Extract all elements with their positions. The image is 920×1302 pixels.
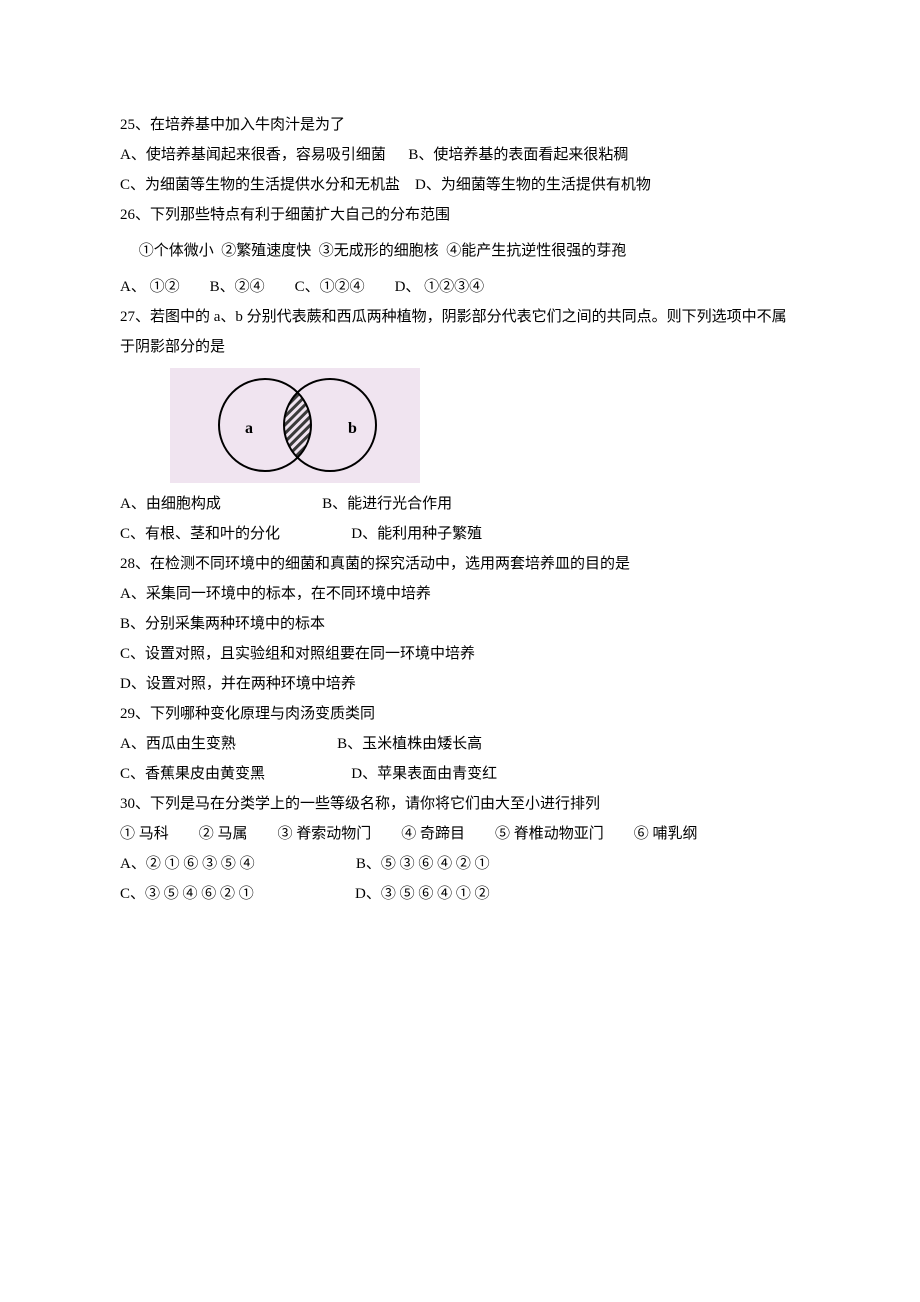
q26-stem: 26、下列那些特点有利于细菌扩大自己的分布范围 bbox=[120, 200, 800, 230]
exam-page: 25、在培养基中加入牛肉汁是为了 A、使培养基闻起来很香，容易吸引细菌 B、使培… bbox=[0, 0, 920, 969]
q30-items: ① 马科 ② 马属 ③ 脊索动物门 ④ 奇蹄目 ⑤ 脊椎动物亚门 ⑥ 哺乳纲 bbox=[120, 819, 800, 849]
venn-svg: a b bbox=[170, 368, 420, 483]
q28-opt-b: B、分别采集两种环境中的标本 bbox=[120, 609, 800, 639]
q30-stem: 30、下列是马在分类学上的一些等级名称，请你将它们由大至小进行排列 bbox=[120, 789, 800, 819]
q25-opts-row1: A、使培养基闻起来很香，容易吸引细菌 B、使培养基的表面看起来很粘稠 bbox=[120, 140, 800, 170]
venn-label-b: b bbox=[348, 420, 357, 437]
q29-opts-row2: C、香蕉果皮由黄变黑 D、苹果表面由青变红 bbox=[120, 759, 800, 789]
q28-opt-c: C、设置对照，且实验组和对照组要在同一环境中培养 bbox=[120, 639, 800, 669]
q29-stem: 29、下列哪种变化原理与肉汤变质类同 bbox=[120, 699, 800, 729]
venn-label-a: a bbox=[245, 420, 253, 437]
venn-diagram: a b bbox=[170, 368, 800, 483]
q28-opt-a: A、采集同一环境中的标本，在不同环境中培养 bbox=[120, 579, 800, 609]
q27-opts-row2: C、有根、茎和叶的分化 D、能利用种子繁殖 bbox=[120, 519, 800, 549]
q27-stem: 27、若图中的 a、b 分别代表蕨和西瓜两种植物，阴影部分代表它们之间的共同点。… bbox=[120, 302, 800, 362]
q30-opts-row1: A、② ① ⑥ ③ ⑤ ④ B、⑤ ③ ⑥ ④ ② ① bbox=[120, 849, 800, 879]
q26-items: ①个体微小 ②繁殖速度快 ③无成形的细胞核 ④能产生抗逆性很强的芽孢 bbox=[120, 236, 800, 266]
q26-opts: A、 ①② B、②④ C、①②④ D、 ①②③④ bbox=[120, 272, 800, 302]
q30-opts-row2: C、③ ⑤ ④ ⑥ ② ① D、③ ⑤ ⑥ ④ ① ② bbox=[120, 879, 800, 909]
q28-stem: 28、在检测不同环境中的细菌和真菌的探究活动中，选用两套培养皿的目的是 bbox=[120, 549, 800, 579]
q28-opt-d: D、设置对照，并在两种环境中培养 bbox=[120, 669, 800, 699]
q29-opts-row1: A、西瓜由生变熟 B、玉米植株由矮长高 bbox=[120, 729, 800, 759]
q27-opts-row1: A、由细胞构成 B、能进行光合作用 bbox=[120, 489, 800, 519]
q25-opts-row2: C、为细菌等生物的生活提供水分和无机盐 D、为细菌等生物的生活提供有机物 bbox=[120, 170, 800, 200]
q25-stem: 25、在培养基中加入牛肉汁是为了 bbox=[120, 110, 800, 140]
